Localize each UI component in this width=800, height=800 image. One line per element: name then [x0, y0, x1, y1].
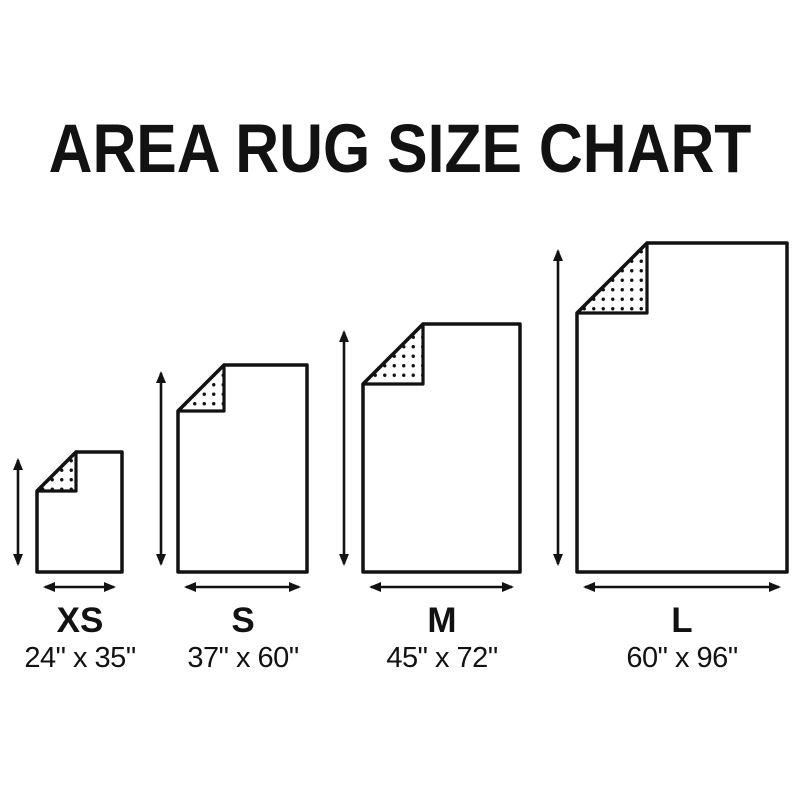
- size-dimensions: 37" x 60": [187, 642, 299, 674]
- rug-fold-flap: [35, 450, 78, 493]
- rug-fold-flap: [361, 322, 425, 386]
- size-label: XS: [56, 601, 104, 640]
- size-block-m: M 45" x 72": [386, 601, 498, 674]
- rug-fold-flap: [575, 241, 649, 315]
- size-dimensions: 24" x 35": [24, 642, 136, 674]
- rug-figure-s: [156, 363, 309, 592]
- rug-figure-l: [553, 241, 789, 592]
- size-dimensions: 45" x 72": [386, 642, 498, 674]
- size-label: L: [671, 601, 693, 640]
- rug-figure-xs: [13, 450, 124, 592]
- rug-figure-m: [339, 322, 522, 592]
- chart-title: AREA RUG SIZE CHART: [48, 110, 752, 187]
- size-block-s: S 37" x 60": [187, 601, 299, 674]
- size-dimensions: 60" x 96": [626, 642, 738, 674]
- size-label: M: [427, 601, 457, 640]
- size-block-l: L 60" x 96": [626, 601, 738, 674]
- rug-fold-flap: [176, 363, 226, 413]
- rug-outline: [35, 450, 124, 574]
- size-block-xs: XS 24" x 35": [24, 601, 136, 674]
- size-label: S: [231, 601, 255, 640]
